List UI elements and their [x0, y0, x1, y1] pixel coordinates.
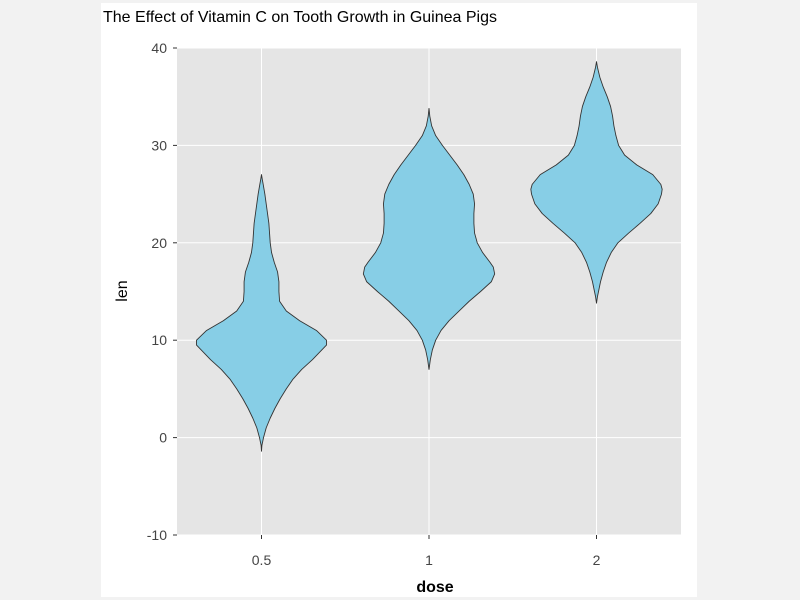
- y-tick-label: 20: [151, 235, 167, 251]
- x-tick-label: 0.5: [252, 552, 272, 568]
- violin-dose-2: [530, 61, 663, 304]
- x-axis-label: dose: [416, 579, 453, 596]
- y-tick-label: 0: [159, 430, 167, 446]
- y-axis-label: len: [114, 280, 131, 301]
- axis-layer: -10 0 10 20 30 40 0.5 1 2: [147, 40, 601, 568]
- y-tick-label: 10: [151, 332, 167, 348]
- violin-dose-0.5: [196, 174, 327, 452]
- y-tick-label: -10: [147, 527, 167, 543]
- violin-layer: [196, 61, 663, 452]
- chart-title: The Effect of Vitamin C on Tooth Growth …: [103, 9, 497, 26]
- x-tick-label: 2: [593, 552, 601, 568]
- x-tick-label: 1: [425, 552, 433, 568]
- violin-dose-1: [362, 107, 496, 370]
- y-tick-label: 30: [151, 137, 167, 153]
- y-tick-label: 40: [151, 40, 167, 56]
